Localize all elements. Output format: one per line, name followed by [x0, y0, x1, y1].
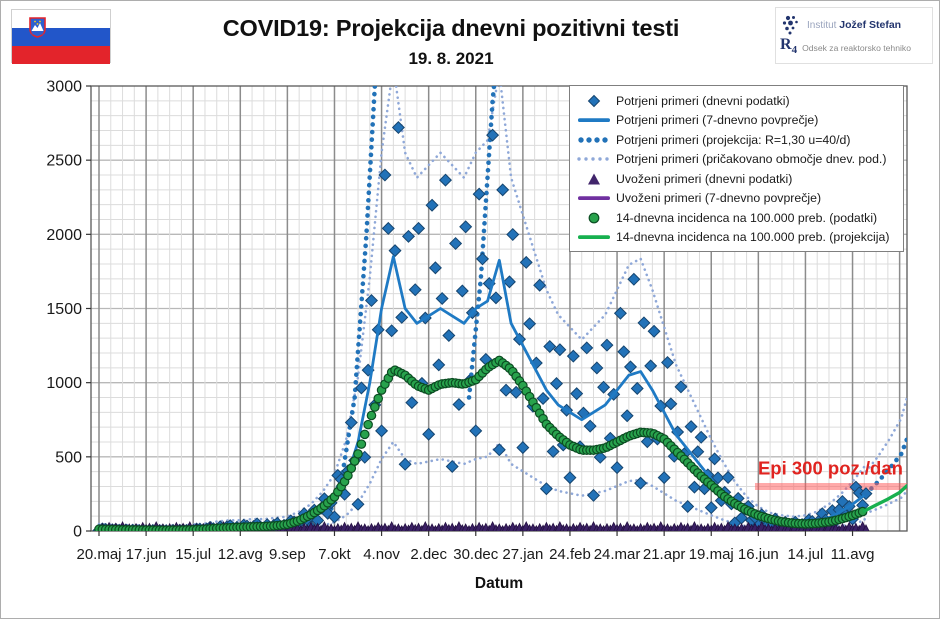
epi-annotation: Epi 300 poz./dan [758, 458, 903, 479]
y-tick-label: 1500 [46, 301, 82, 318]
legend-marker-triangle [588, 173, 600, 185]
x-axis-title-group: Datum [475, 575, 523, 592]
legend-item-label: Potrjeni primeri (dnevni podatki) [616, 93, 790, 108]
series-incidence-projection-line [862, 484, 907, 513]
institute-row: Institut Jožef Stefan [780, 14, 928, 36]
y-tick-label: 2500 [46, 153, 82, 170]
r4-logo: R4 [780, 36, 798, 57]
x-tick-label: 7.okt [318, 546, 351, 563]
legend-marker-dots-large [578, 137, 608, 143]
legend-marker-diamond [587, 94, 601, 107]
series-projection-center [328, 86, 907, 512]
slovenia-flag [11, 9, 111, 64]
legend-item: Potrjeni primeri (projekcija: R=1,30 u=4… [576, 130, 899, 150]
legend-item-label: Potrjeni primeri (pričakovano območje dn… [616, 152, 887, 167]
x-tick-label: 20.maj [76, 546, 121, 563]
x-tick-label: 24.mar [594, 546, 641, 563]
legend-item: 14-dnevna incidenca na 100.000 preb. (pr… [576, 228, 899, 248]
x-tick-label: 12.avg [218, 546, 263, 563]
x-tick-label: 16.jun [738, 546, 779, 563]
x-tick-label: 2.dec [410, 546, 447, 563]
x-tick-label: 4.nov [363, 546, 400, 563]
legend-item-label: Uvoženi primeri (7-dnevno povprečje) [616, 191, 822, 206]
legend-item-label: Uvoženi primeri (dnevni podatki) [616, 171, 793, 186]
x-axis-title: Datum [475, 575, 523, 592]
epi-annotation-label: Epi 300 poz./dan [758, 458, 903, 479]
legend-marker-line [578, 196, 610, 201]
series-confirmed-avg-line [98, 255, 866, 531]
legend-item: 14-dnevna incidenca na 100.000 preb. (po… [576, 208, 899, 228]
legend-marker-circle [588, 212, 600, 224]
x-tick-label: 15.jul [175, 546, 211, 563]
legend-marker-line [578, 118, 610, 123]
legend-item: Uvoženi primeri (7-dnevno povprečje) [576, 189, 899, 209]
x-axis-ticks: 20.maj 17.jun 15.jul 12.avg 9.sep 7.okt 4.nov 2… [76, 531, 875, 563]
x-tick-label: 19.maj [689, 546, 734, 563]
plot-series [92, 86, 907, 531]
x-tick-label: 30.dec [453, 546, 499, 563]
y-tick-label: 1000 [46, 375, 82, 392]
legend-item: Potrjeni primeri (pričakovano območje dn… [576, 150, 899, 170]
y-tick-label: 0 [73, 524, 82, 541]
legend-item: Potrjeni primeri (7-dnevno povprečje) [576, 111, 899, 131]
x-tick-label: 11.avg [831, 546, 875, 563]
x-tick-label: 14.jul [788, 546, 824, 563]
flag-stripe-red [12, 46, 110, 64]
legend-item: Potrjeni primeri (dnevni podatki) [576, 91, 899, 111]
chart-legend: Potrjeni primeri (dnevni podatki) Potrjen… [569, 85, 904, 252]
institute-logo-block: Institut Jožef Stefan R4 Odsek za reakto… [775, 7, 933, 65]
legend-item-label: 14-dnevna incidenca na 100.000 preb. (pr… [616, 230, 890, 245]
institute-name: Institut Jožef Stefan [807, 19, 902, 31]
y-tick-label: 2000 [46, 227, 82, 244]
department-name: Odsek za reaktorsko tehniko [802, 42, 911, 53]
chart-subtitle: 19. 8. 2021 [408, 49, 494, 68]
legend-marker-dots-small [577, 157, 609, 161]
y-tick-label: 3000 [46, 79, 82, 96]
x-tick-label: 21.apr [643, 546, 686, 563]
legend-item: Uvoženi primeri (dnevni podatki) [576, 169, 899, 189]
chart-title: COVID19: Projekcija dnevni pozitivni tes… [222, 15, 680, 41]
legend-item-label: Potrjeni primeri (projekcija: R=1,30 u=4… [616, 132, 851, 147]
legend-marker-line [578, 235, 610, 240]
series-incidence-scatter [94, 355, 868, 531]
x-tick-label: 17.jun [126, 546, 167, 563]
y-axis-ticks: 0 500 1000 1500 2000 2500 3000 [46, 79, 91, 541]
series-expected-band-lower [97, 439, 907, 531]
ijs-dots-logo-icon [782, 15, 798, 35]
epi-threshold-band [754, 483, 907, 490]
y-tick-label: 500 [55, 449, 82, 466]
x-tick-label: 24.feb [549, 546, 591, 563]
department-row: R4 Odsek za reaktorsko tehniko [780, 36, 928, 57]
x-tick-label: 27.jan [502, 546, 543, 563]
legend-item-label: 14-dnevna incidenca na 100.000 preb. (po… [616, 210, 878, 225]
x-tick-label: 9.sep [269, 546, 306, 563]
slovenia-coat-of-arms-icon [29, 17, 46, 38]
legend-item-label: Potrjeni primeri (7-dnevno povprečje) [616, 113, 819, 128]
